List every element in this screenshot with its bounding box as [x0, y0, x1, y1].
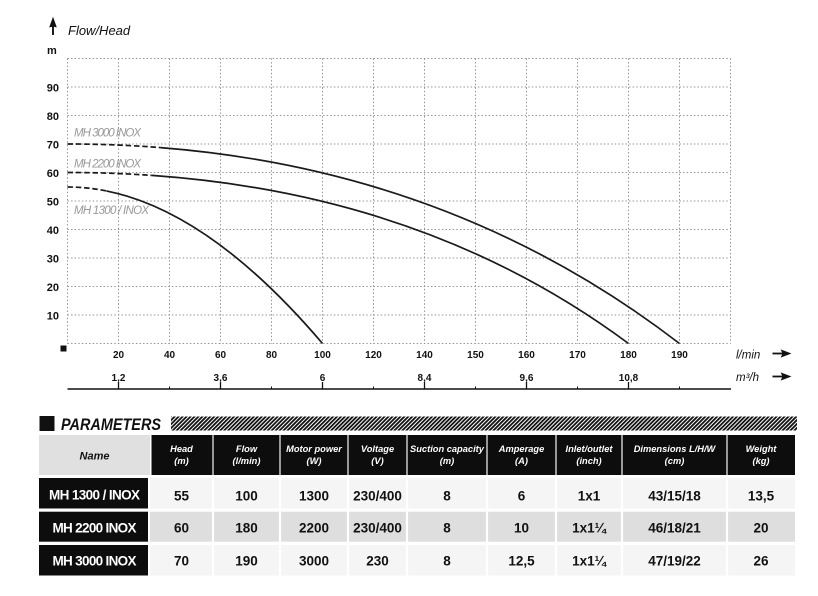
svg-text:47/19/22: 47/19/22	[648, 554, 701, 569]
svg-text:m³/h: m³/h	[736, 372, 759, 384]
svg-text:(V): (V)	[371, 456, 383, 466]
svg-text:Name: Name	[80, 451, 110, 463]
svg-text:1x1¼: 1x1¼	[572, 554, 608, 569]
svg-text:43/15/18: 43/15/18	[648, 489, 701, 504]
svg-text:MH 2200 INOX: MH 2200 INOX	[53, 521, 137, 536]
svg-text:70: 70	[174, 554, 189, 569]
svg-text:180: 180	[620, 350, 637, 361]
svg-text:230/400: 230/400	[353, 489, 402, 504]
svg-text:55: 55	[174, 489, 190, 504]
svg-text:(W): (W)	[307, 456, 322, 466]
svg-text:20: 20	[113, 350, 125, 361]
svg-text:80: 80	[47, 111, 59, 123]
svg-text:1x1¼: 1x1¼	[572, 521, 608, 536]
svg-text:10,8: 10,8	[619, 373, 639, 384]
svg-text:160: 160	[518, 350, 535, 361]
svg-text:60: 60	[47, 168, 59, 180]
svg-text:100: 100	[314, 350, 331, 361]
svg-text:MH 3000 INOX: MH 3000 INOX	[74, 128, 142, 140]
svg-text:12,5: 12,5	[508, 554, 535, 569]
svg-text:PARAMETERS: PARAMETERS	[61, 415, 162, 434]
svg-text:100: 100	[235, 489, 258, 504]
svg-text:20: 20	[47, 282, 59, 294]
svg-text:60: 60	[174, 521, 189, 536]
svg-text:Head: Head	[170, 444, 193, 454]
svg-text:70: 70	[47, 140, 59, 152]
svg-text:30: 30	[47, 254, 59, 266]
svg-text:190: 190	[671, 350, 688, 361]
svg-text:(inch): (inch)	[576, 456, 601, 466]
svg-text:3000: 3000	[299, 554, 329, 569]
svg-text:Suction capacity: Suction capacity	[410, 444, 485, 454]
svg-text:13,5: 13,5	[748, 489, 775, 504]
svg-text:80: 80	[266, 350, 278, 361]
svg-text:MH 1300 / INOX: MH 1300 / INOX	[74, 205, 150, 217]
svg-text:180: 180	[235, 521, 258, 536]
svg-text:40: 40	[47, 225, 59, 237]
svg-text:8: 8	[443, 521, 451, 536]
svg-text:20: 20	[753, 521, 768, 536]
svg-text:6: 6	[518, 489, 526, 504]
svg-text:10: 10	[514, 521, 529, 536]
svg-text:10: 10	[47, 311, 59, 323]
svg-text:60: 60	[215, 350, 227, 361]
svg-text:MH 3000 INOX: MH 3000 INOX	[53, 554, 137, 569]
svg-text:MH 1300 / INOX: MH 1300 / INOX	[49, 488, 140, 503]
svg-text:120: 120	[365, 350, 382, 361]
svg-text:Inlet/outlet: Inlet/outlet	[566, 444, 614, 454]
svg-text:Flow/Head: Flow/Head	[68, 23, 131, 38]
svg-text:1,2: 1,2	[112, 373, 126, 384]
svg-text:m: m	[47, 45, 57, 57]
svg-text:Voltage: Voltage	[361, 444, 394, 454]
svg-text:1300: 1300	[299, 489, 329, 504]
svg-text:230/400: 230/400	[353, 521, 402, 536]
svg-text:46/18/21: 46/18/21	[648, 521, 701, 536]
svg-text:150: 150	[467, 350, 484, 361]
svg-text:(kg): (kg)	[752, 456, 769, 466]
svg-text:40: 40	[164, 350, 176, 361]
svg-text:MH 2200 INOX: MH 2200 INOX	[74, 159, 142, 171]
svg-text:(m): (m)	[440, 456, 454, 466]
svg-text:l/min: l/min	[736, 350, 760, 362]
svg-text:8,4: 8,4	[418, 373, 432, 384]
svg-text:(l/min): (l/min)	[233, 456, 261, 466]
svg-text:(A): (A)	[515, 456, 528, 466]
svg-text:190: 190	[235, 554, 258, 569]
svg-text:Motor power: Motor power	[286, 444, 343, 454]
svg-text:3,6: 3,6	[214, 373, 228, 384]
svg-text:50: 50	[47, 197, 59, 209]
svg-text:Dimensions L/H/W: Dimensions L/H/W	[634, 444, 717, 454]
svg-text:2200: 2200	[299, 521, 329, 536]
svg-text:26: 26	[753, 554, 769, 569]
svg-text:(m): (m)	[174, 456, 188, 466]
svg-text:8: 8	[443, 489, 451, 504]
svg-text:6: 6	[320, 373, 326, 384]
svg-text:1x1: 1x1	[578, 489, 601, 504]
svg-text:8: 8	[443, 554, 451, 569]
svg-text:140: 140	[416, 350, 433, 361]
svg-text:Weight: Weight	[746, 444, 778, 454]
svg-text:230: 230	[366, 554, 389, 569]
svg-text:9,6: 9,6	[520, 373, 534, 384]
svg-text:Amperage: Amperage	[498, 444, 544, 454]
svg-text:90: 90	[47, 83, 59, 95]
svg-text:(cm): (cm)	[665, 456, 685, 466]
svg-text:Flow: Flow	[236, 444, 258, 454]
svg-text:170: 170	[569, 350, 586, 361]
